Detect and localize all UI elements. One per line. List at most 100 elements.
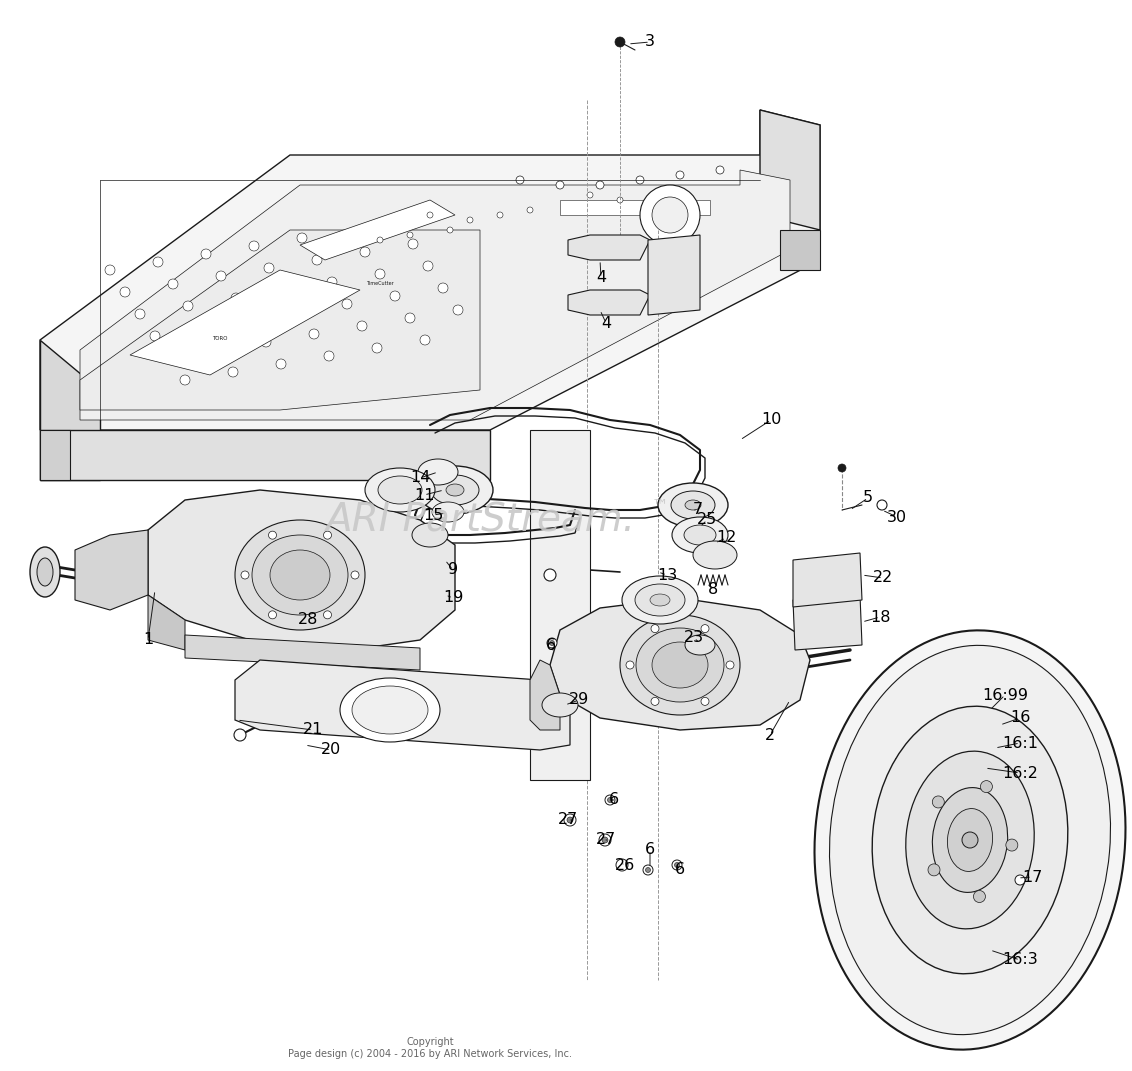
Circle shape — [391, 291, 400, 301]
Polygon shape — [40, 340, 100, 480]
Circle shape — [297, 233, 307, 243]
Circle shape — [307, 615, 314, 621]
Text: 19: 19 — [443, 590, 463, 605]
Text: 30: 30 — [887, 510, 907, 525]
Ellipse shape — [340, 678, 440, 742]
Circle shape — [153, 257, 163, 267]
Polygon shape — [40, 110, 820, 429]
Text: 6: 6 — [645, 843, 655, 858]
Ellipse shape — [685, 500, 701, 510]
Circle shape — [241, 571, 249, 579]
Ellipse shape — [650, 594, 670, 606]
Text: 16:99: 16:99 — [981, 688, 1028, 703]
Polygon shape — [780, 230, 820, 270]
Circle shape — [276, 359, 286, 369]
Ellipse shape — [693, 541, 737, 569]
Circle shape — [468, 217, 473, 223]
Circle shape — [151, 331, 160, 341]
Circle shape — [420, 335, 430, 345]
Text: 9: 9 — [448, 562, 458, 577]
Circle shape — [643, 865, 653, 875]
Circle shape — [278, 285, 289, 295]
Polygon shape — [648, 235, 700, 315]
Circle shape — [234, 729, 246, 741]
Circle shape — [249, 241, 259, 251]
Circle shape — [213, 345, 223, 355]
Text: 6: 6 — [675, 862, 685, 877]
Circle shape — [636, 176, 644, 184]
Text: 29: 29 — [569, 693, 589, 708]
Ellipse shape — [365, 468, 435, 512]
Circle shape — [516, 176, 524, 184]
Text: 18: 18 — [869, 609, 890, 624]
Circle shape — [645, 868, 651, 873]
Circle shape — [651, 697, 659, 706]
Circle shape — [974, 890, 986, 903]
Circle shape — [309, 329, 319, 340]
Circle shape — [372, 343, 381, 353]
Text: 8: 8 — [708, 583, 718, 598]
Ellipse shape — [412, 523, 448, 547]
Circle shape — [717, 166, 724, 174]
Circle shape — [651, 624, 659, 633]
Polygon shape — [40, 429, 490, 480]
Circle shape — [423, 261, 434, 271]
Circle shape — [105, 265, 115, 275]
Circle shape — [626, 661, 634, 669]
Ellipse shape — [31, 547, 60, 597]
Circle shape — [135, 310, 145, 319]
Text: 10: 10 — [761, 412, 781, 427]
Circle shape — [180, 375, 190, 384]
Text: 16: 16 — [1010, 710, 1030, 725]
Circle shape — [375, 269, 385, 280]
Circle shape — [726, 661, 734, 669]
Polygon shape — [148, 595, 185, 650]
Ellipse shape — [658, 483, 728, 527]
Circle shape — [201, 248, 211, 259]
Text: 16:3: 16:3 — [1002, 952, 1038, 967]
Circle shape — [324, 610, 332, 619]
Circle shape — [427, 212, 434, 218]
Circle shape — [168, 280, 178, 289]
Ellipse shape — [378, 476, 422, 504]
Text: TORO: TORO — [213, 336, 228, 341]
Circle shape — [377, 237, 383, 243]
Circle shape — [528, 207, 533, 213]
Text: 1: 1 — [143, 633, 153, 648]
Circle shape — [453, 305, 463, 315]
Circle shape — [652, 197, 688, 233]
Ellipse shape — [652, 642, 708, 688]
Text: 4: 4 — [601, 316, 611, 331]
Circle shape — [497, 212, 503, 218]
Ellipse shape — [684, 525, 717, 545]
Ellipse shape — [620, 615, 740, 715]
Circle shape — [567, 817, 573, 823]
Circle shape — [640, 185, 700, 245]
Ellipse shape — [432, 502, 464, 522]
Circle shape — [324, 531, 332, 539]
Circle shape — [408, 239, 418, 248]
Ellipse shape — [947, 809, 993, 872]
Circle shape — [980, 781, 993, 793]
Text: 3: 3 — [645, 34, 655, 49]
Circle shape — [342, 299, 352, 310]
Polygon shape — [530, 429, 590, 780]
Circle shape — [408, 232, 413, 238]
Circle shape — [701, 624, 709, 633]
Ellipse shape — [635, 584, 685, 616]
Polygon shape — [75, 530, 148, 610]
Circle shape — [357, 321, 367, 331]
Ellipse shape — [252, 536, 348, 615]
Ellipse shape — [906, 751, 1035, 929]
Circle shape — [198, 323, 208, 333]
Circle shape — [165, 353, 175, 363]
Polygon shape — [80, 170, 790, 420]
Circle shape — [547, 638, 557, 648]
Text: ™: ™ — [652, 496, 668, 514]
Text: 12: 12 — [715, 530, 736, 545]
Circle shape — [675, 862, 679, 868]
Ellipse shape — [671, 491, 715, 519]
Circle shape — [268, 531, 276, 539]
Text: 14: 14 — [410, 470, 430, 485]
Circle shape — [676, 171, 684, 179]
